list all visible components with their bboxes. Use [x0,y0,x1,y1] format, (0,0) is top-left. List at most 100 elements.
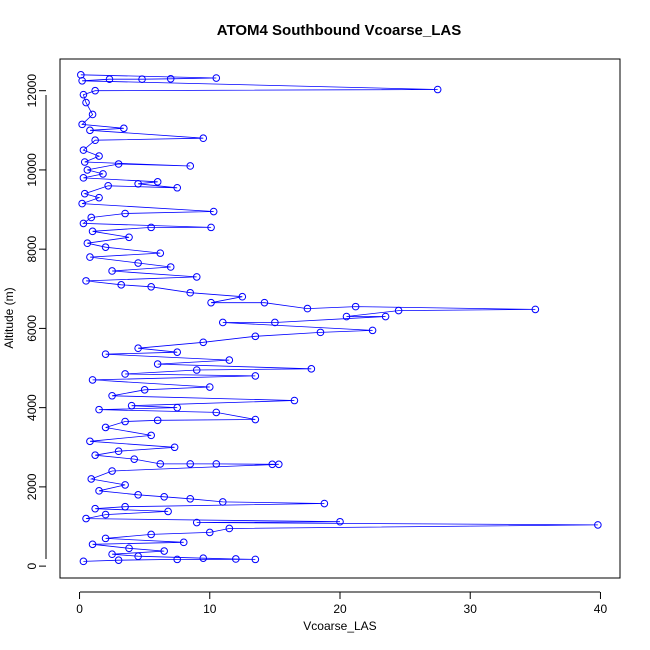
data-point [134,259,142,267]
data-point [108,391,116,400]
data-point [82,277,90,285]
y-tick-label: 0 [25,562,39,569]
data-point [86,437,94,446]
data-point [303,304,312,313]
data-point [147,283,155,291]
data-point [114,556,123,564]
data-point [153,178,162,186]
data-point [153,416,162,425]
y-tick-label: 4000 [25,394,39,421]
x-tick-label: 10 [203,602,217,616]
data-point [101,243,110,251]
data-point [207,223,215,232]
data-point [225,524,234,533]
data-point [251,415,260,424]
data-point [138,75,146,84]
data-point [108,550,116,559]
data-point [91,451,99,459]
data-point [104,181,112,190]
data-point [147,223,155,232]
data-point [156,249,165,257]
data-point [101,534,110,543]
data-point [108,267,116,275]
data-point [99,170,107,178]
data-point [95,152,103,160]
data-point [179,538,188,547]
y-tick-label: 6000 [25,315,39,342]
data-point [114,160,123,168]
data-point [83,239,92,248]
data-point [147,431,155,440]
data-point [88,227,97,236]
data-point [199,134,208,143]
x-axis: 0 10 20 30 40 [76,591,608,616]
data-point [121,209,129,218]
data-point [130,455,139,463]
data-point [134,344,142,353]
data-point [170,443,179,452]
data-point [207,298,215,307]
data-point [351,302,360,311]
data-point [336,517,344,526]
data-point [127,401,136,410]
data-point [79,557,88,566]
data-point [342,312,351,321]
data-point [320,499,329,508]
data-point [80,189,89,198]
data-point [192,366,201,374]
data-point [166,263,175,271]
data-point [101,350,110,358]
data-point [134,179,142,188]
x-tick-label: 40 [594,602,608,616]
data-point [186,162,195,170]
data-point [121,417,129,426]
data-point [101,423,110,432]
y-axis: 0 2000 4000 6000 8000 10000 12000 [25,74,47,569]
data-point [153,360,162,368]
data-point [205,383,214,391]
data-point [212,408,221,417]
data-point [251,555,260,564]
x-tick-label: 20 [333,602,347,616]
data-point [160,547,168,555]
data-point [290,396,299,405]
data-point [251,372,260,380]
data-point [394,306,403,315]
data-point [225,356,234,364]
data-point [82,98,90,107]
data-point [82,514,90,523]
data-point [78,120,86,129]
data-point [80,158,89,166]
y-tick-label: 2000 [25,473,39,500]
data-point [381,312,390,321]
data-point [86,126,94,135]
data-point [160,492,168,501]
data-point [134,552,142,561]
x-axis-label: Vcoarse_LAS [303,619,376,633]
data-point [121,502,129,511]
data-point [91,136,99,145]
data-point [147,530,155,539]
data-point [368,326,377,335]
data-point [209,207,218,216]
data-point [307,365,316,373]
data-point [125,233,133,242]
data-point [433,85,442,94]
data-point [186,494,195,503]
data-point [251,332,260,341]
data-point [316,328,325,337]
data-point [156,460,165,468]
data-point [95,487,103,495]
data-point [79,219,88,228]
data-point [186,288,195,297]
data-point [173,348,182,356]
data-point [274,460,283,469]
data-point [164,507,172,516]
data-point [205,528,214,537]
data-point [117,281,126,289]
data-point [121,370,129,378]
series-line [80,74,598,562]
data-point [173,555,182,564]
data-point [79,90,88,99]
